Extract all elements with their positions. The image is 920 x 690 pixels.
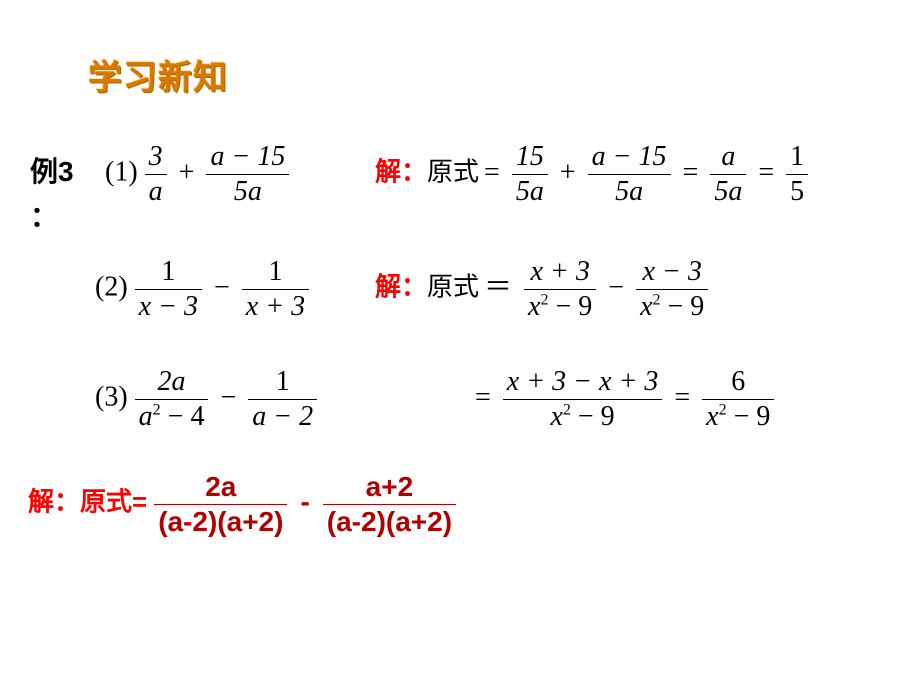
- frac-2b: 1x + 3: [242, 255, 309, 323]
- frac-s2a: x + 3x2 − 9: [524, 255, 596, 323]
- example-label: 例3: [30, 150, 74, 190]
- solution-2b: = x + 3 − x + 3x2 − 9 = 6x2 − 9: [470, 365, 774, 433]
- minus-icon: -: [294, 486, 315, 517]
- plus-icon: +: [174, 157, 200, 188]
- solution-1: 解：原式= 155a + a − 155a = a5a = 15: [375, 140, 808, 208]
- example-colon: ：: [30, 195, 58, 235]
- frac-s1b: a − 155a: [588, 140, 671, 208]
- minus-icon: −: [215, 382, 241, 413]
- frac-s2b: x − 3x2 − 9: [636, 255, 708, 323]
- frac-s1c: a5a: [710, 140, 746, 208]
- solution-label-1: 解：: [375, 158, 427, 187]
- problem-3: (3) 2aa2 − 4 − 1a − 2: [95, 365, 317, 433]
- frac-3a: 2aa2 − 4: [135, 365, 209, 433]
- minus-icon: −: [209, 272, 235, 303]
- frac-2a: 1x − 3: [135, 255, 202, 323]
- section-heading: 学习新知: [88, 50, 228, 99]
- problem-1: (1) 3 a + a − 15 5a: [105, 140, 289, 208]
- frac-s2c: x + 3 − x + 3x2 − 9: [503, 365, 663, 433]
- plus-icon: +: [555, 157, 581, 188]
- frac-s2d: 6x2 − 9: [702, 365, 774, 433]
- index-1: (1): [105, 157, 138, 188]
- frac-1a: 3 a: [145, 140, 167, 208]
- solution-label-3: 解：原式=: [28, 487, 147, 517]
- frac-1b: a − 15 5a: [206, 140, 289, 208]
- solution-label-2: 解：: [375, 273, 427, 302]
- frac-s3a: 2a(a-2)(a+2): [154, 470, 287, 538]
- problem-2: (2) 1x − 3 − 1x + 3: [95, 255, 309, 323]
- minus-icon: −: [603, 272, 629, 303]
- solution-3: 解：原式= 2a(a-2)(a+2) - a+2(a-2)(a+2): [28, 470, 456, 538]
- frac-s3b: a+2(a-2)(a+2): [323, 470, 456, 538]
- index-3: (3): [95, 382, 128, 413]
- frac-s1a: 155a: [512, 140, 548, 208]
- solution-2a: 解：原式＝ x + 3x2 − 9 − x − 3x2 − 9: [375, 255, 708, 323]
- index-2: (2): [95, 272, 128, 303]
- frac-s1d: 15: [786, 140, 808, 208]
- frac-3b: 1a − 2: [248, 365, 317, 433]
